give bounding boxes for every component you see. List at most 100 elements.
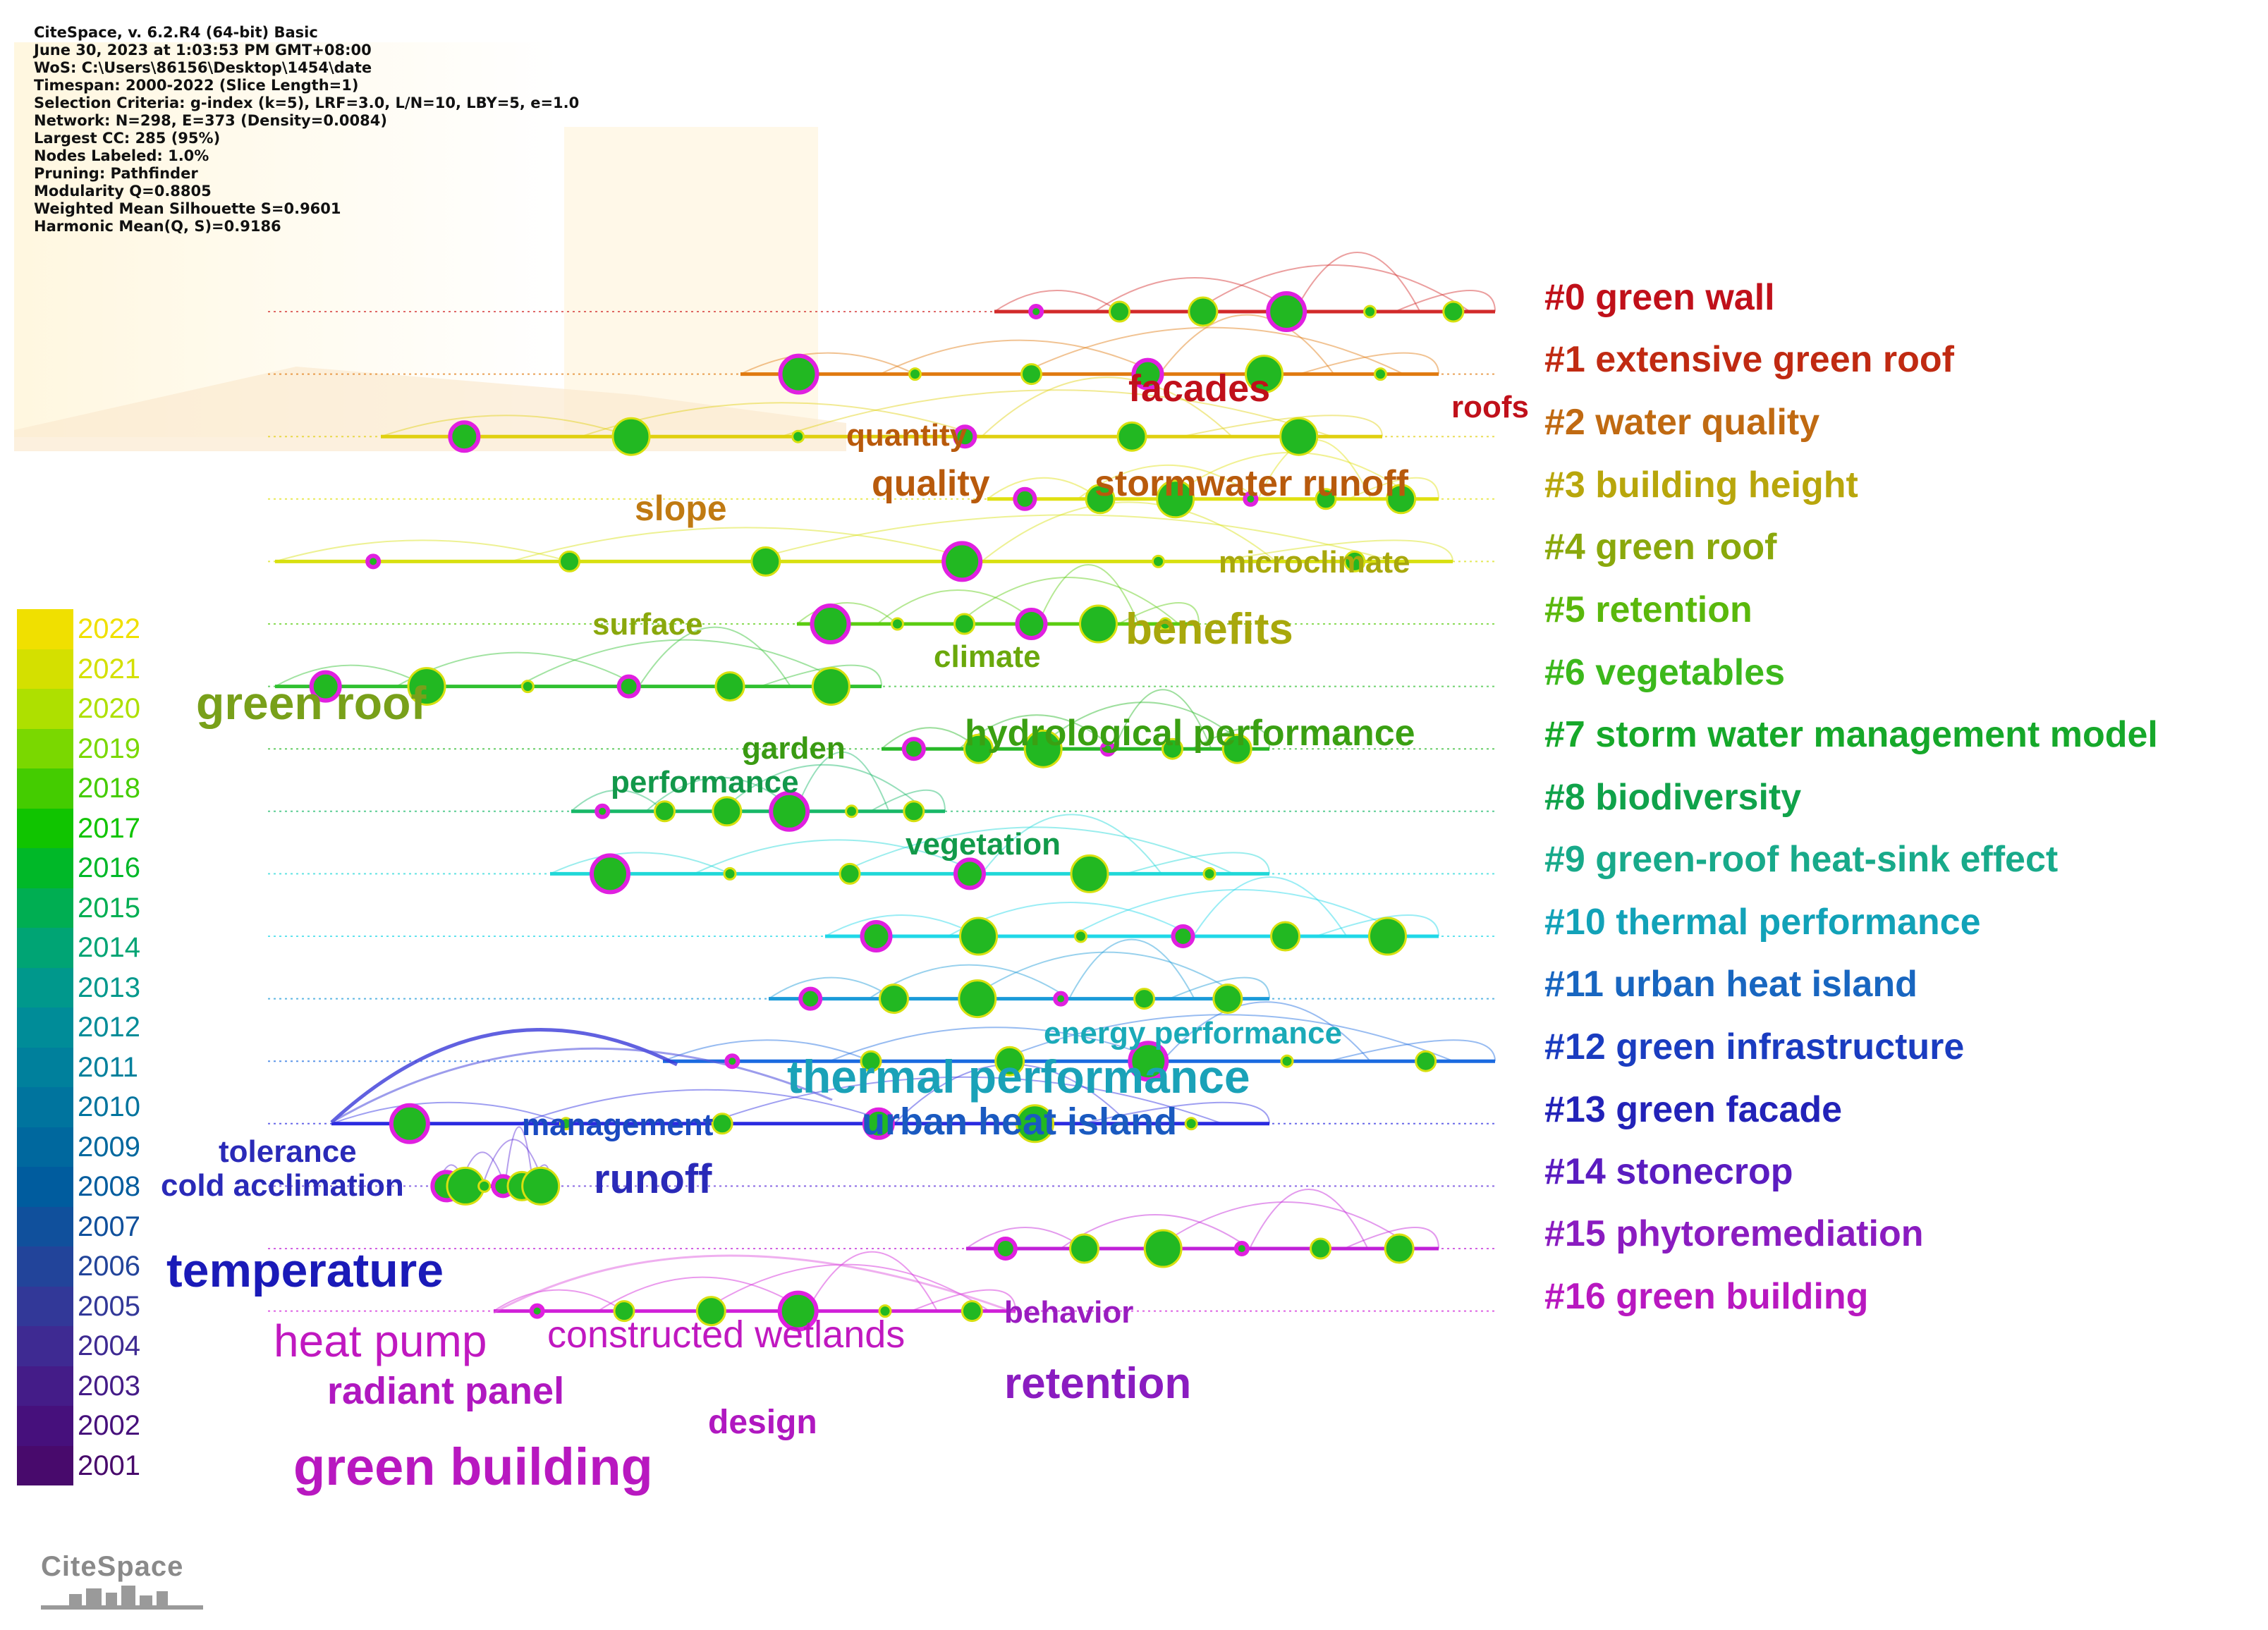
- citation-arc: [482, 1139, 545, 1187]
- citation-arc: [981, 501, 1277, 563]
- cluster-label: #11 urban heat island: [1544, 964, 1918, 1005]
- keyword-node: [1368, 917, 1407, 956]
- keyword-node: [1415, 1050, 1437, 1072]
- keyword-node: [521, 1166, 561, 1206]
- citation-arc: [510, 527, 982, 563]
- keyword-node: [309, 670, 342, 703]
- citation-arc: [995, 1014, 1454, 1062]
- keyword-node: [1074, 929, 1087, 943]
- keyword-node: [811, 667, 850, 706]
- keyword-node: [1315, 488, 1337, 510]
- keyword-node: [879, 983, 909, 1015]
- citation-arc: [981, 376, 1233, 437]
- keyword-node: [862, 1107, 895, 1140]
- logo-text: CiteSpace: [41, 1551, 184, 1582]
- keyword-label: green roof: [196, 677, 427, 729]
- keyword-node: [958, 979, 997, 1019]
- info-line: Pruning: Pathfinder: [34, 165, 198, 182]
- keyword-node: [1162, 737, 1183, 760]
- keyword-label: slope: [635, 489, 727, 528]
- cluster-label: #15 phytoremediation: [1544, 1213, 1924, 1254]
- citation-arc: [987, 477, 1101, 500]
- legend-swatch: [17, 689, 73, 729]
- info-line: Selection Criteria: g-index (k=5), LRF=3…: [34, 94, 580, 111]
- keyword-node: [791, 429, 805, 443]
- citation-arc: [1125, 852, 1270, 875]
- legend-year: 2022: [78, 613, 140, 644]
- legend-year-labels: 2022 2021 2020 2019 2018 2017 2016 2015 …: [78, 609, 140, 1485]
- citation-arc: [638, 626, 791, 687]
- keyword-node: [613, 1300, 635, 1323]
- citation-arc: [1181, 415, 1383, 438]
- citation-arc: [806, 1251, 938, 1312]
- citation-arc: [1328, 1039, 1496, 1062]
- citation-arc: [1343, 1227, 1439, 1249]
- keyword-label: retention: [1004, 1359, 1192, 1408]
- cluster-label: #2 water quality: [1544, 402, 1820, 443]
- citation-arc: [877, 589, 1039, 625]
- legend-year: 2012: [78, 1012, 140, 1043]
- cluster-label: #0 green wall: [1544, 277, 1775, 318]
- keyword-node: [389, 1103, 430, 1144]
- citation-arc: [1081, 1101, 1270, 1125]
- keyword-node: [1053, 991, 1069, 1007]
- keyword-node: [1156, 479, 1195, 519]
- info-line: Timespan: 2000-2022 (Slice Length=1): [34, 77, 359, 94]
- keyword-node: [994, 1046, 1025, 1077]
- citation-arc: [1060, 1214, 1250, 1249]
- legend-year: 2006: [78, 1251, 140, 1282]
- keyword-node: [559, 550, 580, 572]
- cluster-label: #8 biodiversity: [1544, 777, 1802, 818]
- citation-arc: [1019, 326, 1404, 375]
- legend-year: 2011: [78, 1051, 139, 1083]
- legend-year: 2016: [78, 852, 140, 883]
- citation-arc: [693, 839, 982, 875]
- citation-arc: [549, 852, 731, 875]
- keyword-label: cold acclimation: [161, 1168, 404, 1203]
- keyword-node: [654, 800, 676, 823]
- keyword-node: [1343, 550, 1366, 572]
- keyword-node: [878, 1304, 892, 1318]
- keyword-label: tolerance: [219, 1134, 357, 1169]
- citation-arc: [517, 639, 852, 687]
- citation-arc: [1294, 252, 1421, 312]
- keyword-node: [711, 1113, 733, 1135]
- keyword-node: [1013, 486, 1037, 511]
- citation-arc: [957, 577, 1180, 625]
- citation-arc: [1159, 314, 1335, 375]
- keyword-node: [595, 803, 611, 819]
- legend-swatch: [17, 1087, 73, 1127]
- keyword-node: [860, 1050, 882, 1072]
- citation-arc: [1068, 938, 1195, 1000]
- keyword-node: [839, 862, 861, 885]
- citation-arc: [824, 914, 979, 937]
- keyword-label: radiant panel: [327, 1370, 565, 1412]
- citation-arc: [274, 539, 570, 563]
- keyword-label: constructed wetlands: [547, 1313, 906, 1356]
- keyword-node: [724, 1053, 740, 1070]
- cluster-label: #4 green roof: [1544, 527, 1777, 568]
- keyword-label: energy performance: [1044, 1016, 1343, 1050]
- citation-arc: [1348, 477, 1439, 500]
- keyword-node: [714, 671, 745, 702]
- legend-swatch: [17, 1406, 73, 1446]
- cluster-label: #9 green-roof heat-sink effect: [1544, 839, 2059, 880]
- legend-swatch: [17, 1047, 73, 1087]
- citation-arc: [1298, 352, 1439, 375]
- keyword-node: [1270, 921, 1300, 952]
- legend-year: 2004: [78, 1330, 140, 1361]
- legend-swatch: [17, 928, 73, 968]
- citation-arc: [1249, 1189, 1369, 1249]
- legend-swatch: [17, 888, 73, 928]
- legend-year: 2009: [78, 1131, 140, 1163]
- legend-swatch: [17, 848, 73, 888]
- keyword-node: [1310, 1237, 1331, 1260]
- citation-arc: [1194, 264, 1471, 312]
- keyword-node: [798, 986, 823, 1011]
- keyword-node: [1015, 608, 1048, 640]
- keyword-node: [520, 680, 535, 694]
- keyword-node: [845, 804, 858, 819]
- keyword-node: [1133, 988, 1155, 1010]
- cluster-label: #7 storm water management model: [1544, 714, 2158, 755]
